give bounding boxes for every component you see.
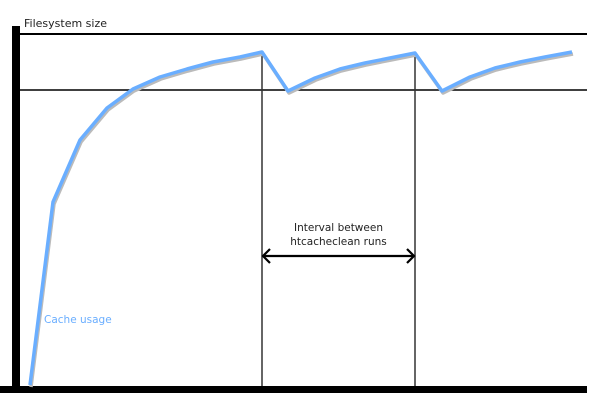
interval-label-line-1: Interval between [294, 222, 383, 234]
y-axis [12, 26, 20, 392]
cache-usage-shadow [29, 52, 574, 388]
cache-usage-line [28, 50, 573, 386]
x-axis [0, 386, 587, 393]
interval-arrow [261, 248, 416, 264]
interval-label: Interval between htcacheclean runs [262, 221, 415, 249]
y-axis-label: Filesystem size [24, 17, 107, 30]
interval-label-line-2: htcacheclean runs [290, 236, 387, 248]
series-label: Cache usage [44, 314, 112, 326]
